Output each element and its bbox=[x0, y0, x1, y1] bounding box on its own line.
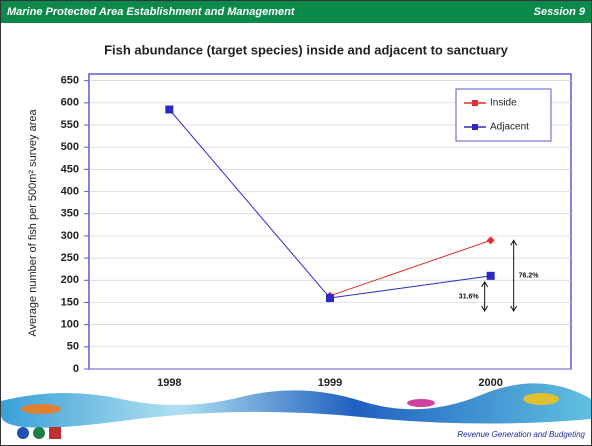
diff-label: 76.2% bbox=[519, 273, 540, 280]
y-tick-label: 100 bbox=[61, 319, 79, 331]
decor-coral bbox=[523, 393, 559, 405]
decor-coral bbox=[407, 399, 435, 407]
legend-marker bbox=[472, 124, 478, 130]
y-tick-label: 500 bbox=[61, 141, 79, 153]
decor-coral bbox=[21, 404, 61, 414]
legend-label: Adjacent bbox=[490, 122, 529, 133]
legend-box bbox=[455, 88, 552, 142]
x-tick-label: 2000 bbox=[478, 377, 502, 389]
logo bbox=[49, 427, 61, 439]
y-tick-label: 50 bbox=[67, 341, 79, 353]
footer-text: Revenue Generation and Budgeting bbox=[457, 430, 585, 439]
session-label: Session 9 bbox=[533, 6, 585, 18]
y-tick-label: 350 bbox=[61, 208, 79, 220]
y-tick-label: 650 bbox=[61, 75, 79, 87]
x-tick-label: 1998 bbox=[157, 377, 181, 389]
chart-title: Fish abundance (target species) inside a… bbox=[104, 42, 509, 57]
header-title: Marine Protected Area Establishment and … bbox=[7, 6, 295, 18]
point-adjacent bbox=[165, 105, 174, 114]
point-adjacent bbox=[486, 271, 495, 280]
point-inside bbox=[486, 236, 495, 245]
legend-label: Inside bbox=[490, 98, 517, 109]
arrow-head bbox=[481, 280, 489, 312]
y-tick-label: 550 bbox=[61, 119, 79, 131]
y-tick-label: 400 bbox=[61, 185, 79, 197]
y-tick-label: 450 bbox=[61, 163, 79, 175]
y-tick-label: 0 bbox=[73, 363, 79, 375]
series-line bbox=[329, 239, 491, 297]
logo bbox=[17, 427, 29, 439]
legend-marker bbox=[472, 100, 478, 106]
y-tick-label: 200 bbox=[61, 274, 79, 286]
x-tick-label: 1999 bbox=[318, 377, 342, 389]
decor-reef bbox=[1, 383, 591, 428]
diff-label: 31.6% bbox=[459, 293, 480, 300]
header-bar: Marine Protected Area Establishment and … bbox=[1, 1, 591, 23]
y-tick-label: 600 bbox=[61, 97, 79, 109]
y-tick-label: 150 bbox=[61, 296, 79, 308]
logo bbox=[33, 427, 45, 439]
y-tick-label: 250 bbox=[61, 252, 79, 264]
arrow-head bbox=[510, 239, 518, 312]
y-tick-label: 300 bbox=[61, 230, 79, 242]
point-adjacent bbox=[326, 294, 334, 303]
y-axis-label: Average number of fish per 500m² survey … bbox=[27, 108, 39, 336]
